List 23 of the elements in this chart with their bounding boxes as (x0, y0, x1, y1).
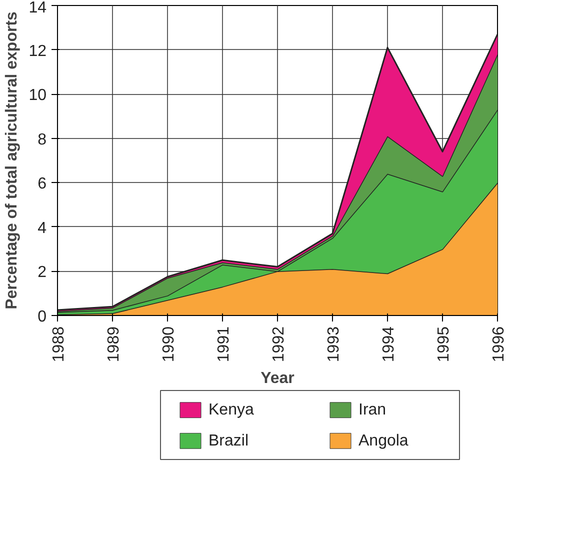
x-tick-label: 1992 (270, 326, 288, 362)
x-tick-label: 1995 (436, 326, 452, 362)
x-tick-label: 1993 (326, 326, 342, 362)
x-tick-label: 1996 (490, 326, 508, 362)
x-axis-title: Year (260, 370, 294, 388)
y-tick-label: 14 (28, 0, 47, 16)
x-tick-label: 1990 (160, 326, 178, 362)
legend-label: Angola (358, 432, 408, 450)
x-tick-label: 1991 (216, 326, 232, 362)
y-axis-title: Percentage of total agricultural exports (4, 11, 21, 310)
y-tick-label: 10 (28, 87, 47, 104)
y-tick-label: 12 (28, 42, 47, 60)
y-tick-label: 2 (38, 264, 47, 282)
legend-label: Kenya (208, 402, 254, 419)
x-tick-label: 1989 (106, 326, 122, 362)
y-tick-label: 6 (38, 176, 47, 193)
x-tick-label: 1988 (50, 326, 68, 362)
legend-label: Brazil (208, 432, 249, 450)
legend-label: Iran (358, 402, 386, 419)
y-tick-label: 8 (38, 131, 47, 148)
y-tick-label: 0 (38, 308, 47, 326)
y-tick-label: 4 (38, 220, 47, 237)
x-tick-label: 1994 (380, 326, 398, 362)
